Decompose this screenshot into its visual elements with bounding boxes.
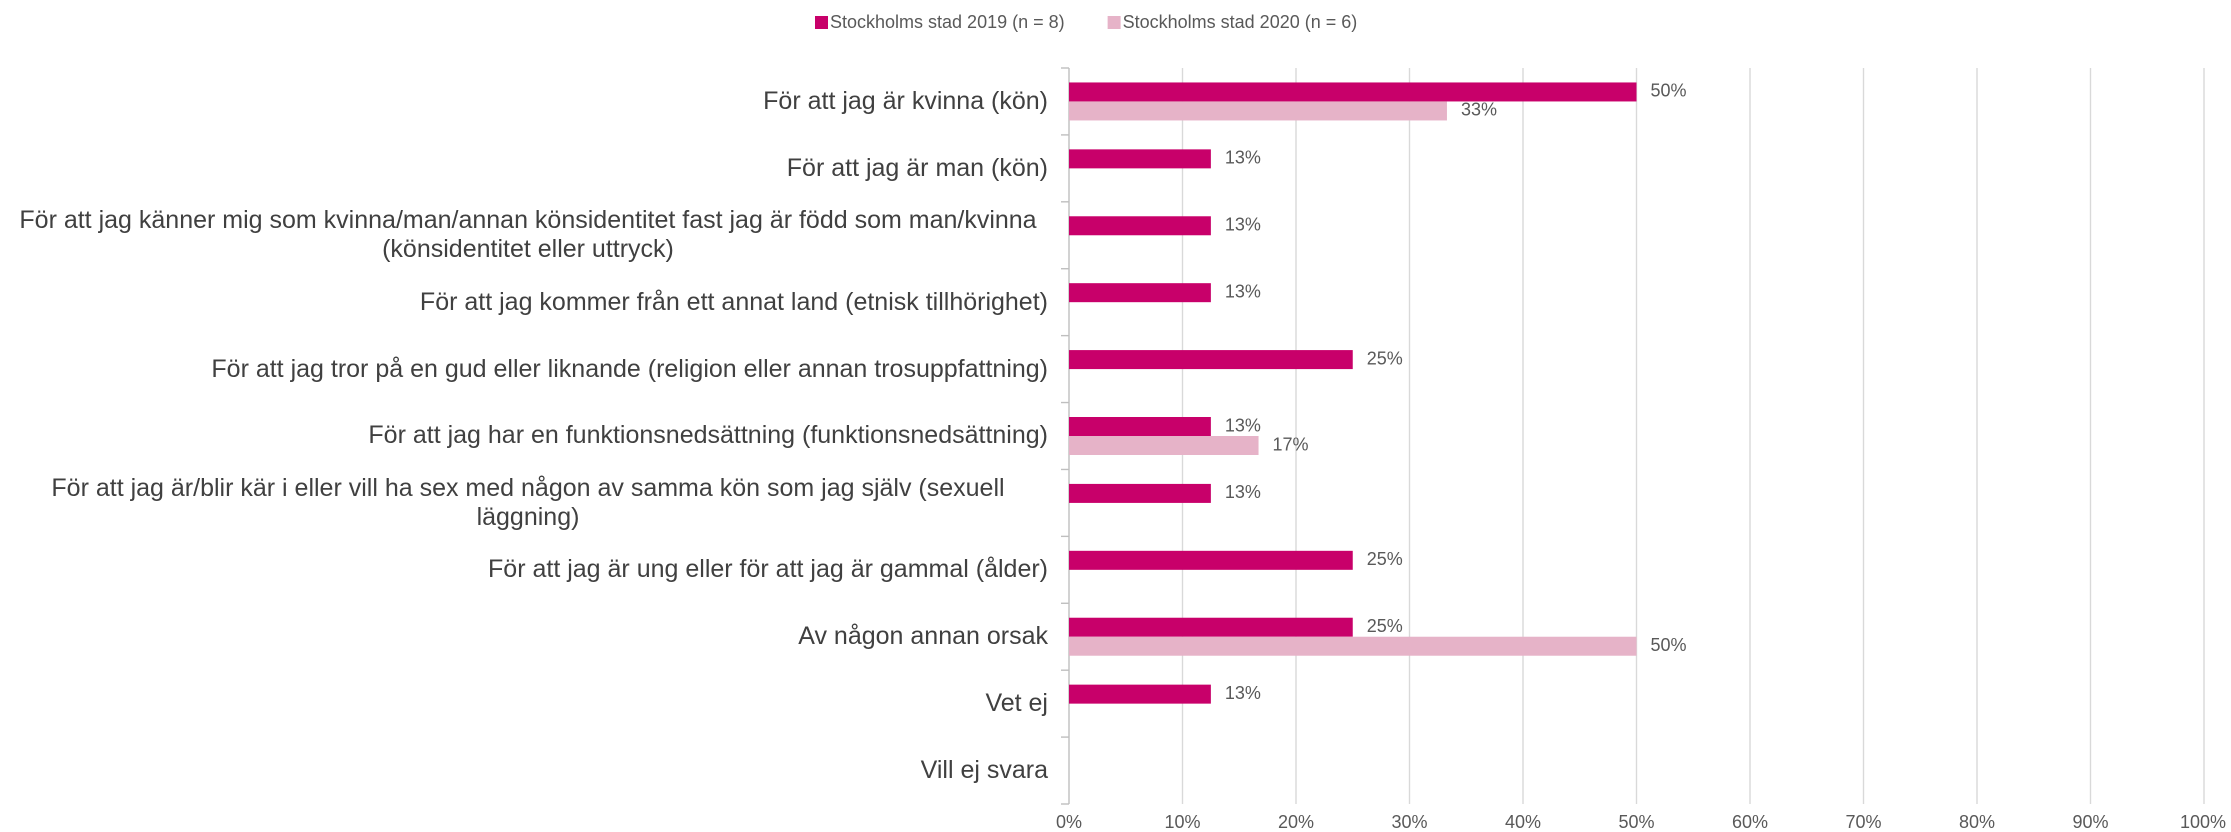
bar: [1069, 350, 1353, 370]
value-label: 13%: [1225, 281, 1261, 301]
category-label-box: För att jag är ung eller för att jag är …: [0, 536, 1048, 603]
bar: [1069, 550, 1353, 570]
x-tick-label: 50%: [1618, 812, 1654, 832]
x-tick-label: 60%: [1732, 812, 1768, 832]
category-label-box: För att jag tror på en gud eller liknand…: [0, 336, 1048, 403]
legend-swatch: [815, 16, 828, 29]
value-label: 13%: [1225, 148, 1261, 168]
x-tick-label: 30%: [1391, 812, 1427, 832]
category-label-box: För att jag är man (kön): [0, 135, 1048, 202]
value-label: 33%: [1461, 100, 1497, 120]
y-tick-label: För att jag kommer från ett annat land (…: [419, 287, 1048, 316]
y-tick-label: För att jag är ung eller för att jag är …: [488, 555, 1048, 584]
category-label-box: För att jag kommer från ett annat land (…: [0, 269, 1048, 336]
bar: [1069, 283, 1211, 303]
value-label: 13%: [1225, 482, 1261, 502]
bar: [1069, 684, 1211, 704]
y-tick-label: För att jag tror på en gud eller liknand…: [211, 354, 1048, 383]
bar: [1069, 483, 1211, 503]
value-label: 25%: [1367, 348, 1403, 368]
value-label: 13%: [1225, 415, 1261, 435]
y-tick-label: För att jag har en funktionsnedsättning …: [368, 421, 1048, 450]
y-tick-label: Vill ej svara: [920, 756, 1048, 785]
bar: [1069, 216, 1211, 236]
bar: [1069, 436, 1259, 455]
category-label-box: För att jag är kvinna (kön): [0, 68, 1048, 135]
x-tick-label: 100%: [2180, 812, 2226, 832]
bar: [1069, 82, 1637, 102]
category-label-box: För att jag har en funktionsnedsättning …: [0, 403, 1048, 470]
y-tick-label: För att jag känner mig som kvinna/man/an…: [19, 206, 1037, 264]
x-tick-label: 40%: [1505, 812, 1541, 832]
x-tick-label: 0%: [1056, 812, 1082, 832]
value-label: 13%: [1225, 683, 1261, 703]
category-label-box: För att jag känner mig som kvinna/man/an…: [0, 202, 1048, 269]
legend-label: Stockholms stad 2020 (n = 6): [1123, 12, 1358, 32]
y-tick-label: För att jag är kvinna (kön): [763, 86, 1048, 115]
bar: [1069, 101, 1447, 121]
x-tick-label: 90%: [2072, 812, 2108, 832]
x-tick-label: 70%: [1845, 812, 1881, 832]
bar: [1069, 417, 1211, 436]
value-label: 50%: [1651, 81, 1687, 101]
category-label-box: Vet ej: [0, 670, 1048, 737]
category-label-box: För att jag är/blir kär i eller vill ha …: [0, 469, 1048, 536]
y-tick-label: För att jag är man (kön): [786, 153, 1048, 182]
legend-swatch: [1107, 16, 1121, 29]
bar: [1069, 149, 1211, 169]
legend-label: Stockholms stad 2019 (n = 8): [830, 12, 1065, 32]
y-tick-label: Vet ej: [985, 689, 1048, 718]
value-label: 25%: [1367, 549, 1403, 569]
bar: [1069, 617, 1353, 637]
x-tick-label: 80%: [1959, 812, 1995, 832]
value-label: 13%: [1225, 215, 1261, 235]
value-label: 25%: [1367, 616, 1403, 636]
x-tick-label: 20%: [1278, 812, 1314, 832]
bar: [1069, 636, 1637, 656]
value-label: 50%: [1651, 635, 1687, 655]
category-label-box: Vill ej svara: [0, 737, 1048, 804]
value-label: 17%: [1273, 434, 1309, 454]
x-tick-label: 10%: [1164, 812, 1200, 832]
y-tick-label: Av någon annan orsak: [798, 622, 1048, 651]
category-label-box: Av någon annan orsak: [0, 603, 1048, 670]
y-tick-label: För att jag är/blir kär i eller vill ha …: [51, 473, 1005, 531]
